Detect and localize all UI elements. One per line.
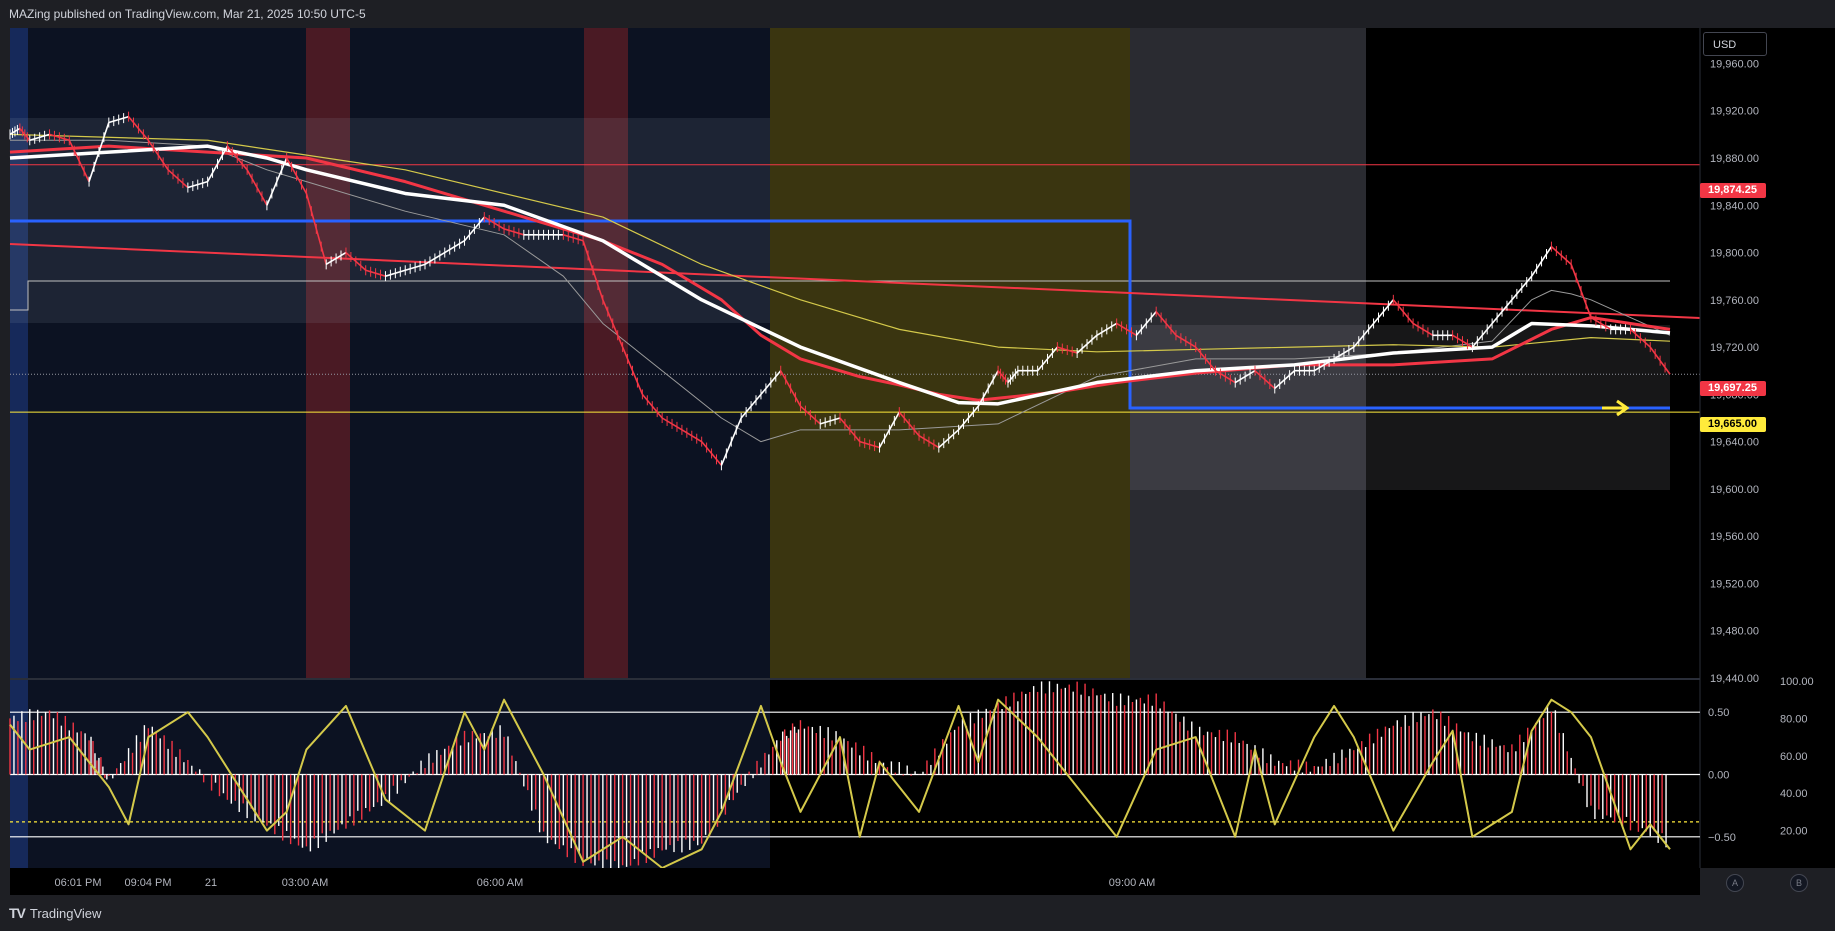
osc-right-tick-label: 60.00 — [1780, 751, 1808, 763]
red-ma-line — [9, 144, 1671, 402]
osc-signal-line — [9, 698, 1671, 869]
currency-button[interactable]: USD — [1703, 32, 1767, 56]
time-axis — [10, 868, 1700, 895]
brand-label: TradingView — [29, 906, 102, 921]
tradingview-logo[interactable]: TV TradingView — [9, 896, 101, 931]
level-price-tag: 19,874.25 — [1700, 183, 1766, 198]
osc-right-tick-label: 80.00 — [1780, 713, 1808, 725]
session-start-shade — [10, 28, 28, 868]
y-tick-label: 19,640.00 — [1710, 437, 1759, 449]
x-tick-label: 06:01 PM — [54, 877, 101, 889]
x-tick-label: 03:00 AM — [282, 877, 328, 889]
yellow-level-price-tag: 19,665.00 — [1700, 417, 1766, 432]
london-session-shade — [770, 28, 1130, 678]
osc-y-tick-label: 0.50 — [1708, 707, 1729, 719]
y-tick-label: 19,520.00 — [1710, 578, 1759, 590]
x-tick-label: 09:04 PM — [124, 877, 171, 889]
last-price-tag: 19,697.25 — [1700, 381, 1766, 396]
y-tick-label: 19,480.00 — [1710, 626, 1759, 638]
x-tick-label: 09:00 AM — [1109, 877, 1155, 889]
osc-right-tick-label: 40.00 — [1780, 788, 1808, 800]
y-tick-label: 19,600.00 — [1710, 484, 1759, 496]
osc-y-tick-label: 0.00 — [1708, 770, 1729, 782]
chart-canvas[interactable]: 19,960.00 19,920.00 19,880.00 19,840.00 19,8… — [0, 0, 1835, 896]
b-button[interactable]: B — [1790, 874, 1808, 892]
ny-open-shade — [1130, 28, 1366, 678]
y-tick-label: 19,560.00 — [1710, 531, 1759, 543]
y-tick-label: 19,720.00 — [1710, 342, 1759, 354]
blue-level-line — [10, 219, 1670, 410]
publish-header: MAZing published on TradingView.com, Mar… — [0, 0, 1835, 28]
tradingview-logo-icon: TV — [9, 905, 26, 921]
footer-bar: TV TradingView — [0, 896, 1835, 931]
osc-right-tick-label: 20.00 — [1780, 826, 1808, 838]
x-tick-label: 21 — [205, 877, 217, 889]
killzone-shade-1 — [306, 28, 350, 678]
y-tick-label: 19,760.00 — [1710, 295, 1759, 307]
auto-scale-button[interactable]: A — [1726, 874, 1744, 892]
yellow-ma-line — [9, 133, 1671, 353]
arrow-right-icon — [1602, 399, 1630, 417]
y-tick-label: 19,840.00 — [1710, 200, 1759, 212]
white-ma-line — [9, 144, 1671, 406]
y-tick-label: 19,920.00 — [1710, 106, 1759, 118]
y-tick-label: 19,880.00 — [1710, 153, 1759, 165]
killzone-shade-2 — [584, 28, 628, 678]
y-tick-label: 19,440.00 — [1710, 673, 1759, 685]
price-scale-panel — [1700, 28, 1835, 868]
y-tick-label: 19,800.00 — [1710, 248, 1759, 260]
red-trend-line — [9, 243, 1701, 319]
osc-y-tick-label: −0.50 — [1708, 832, 1736, 844]
x-tick-label: 06:00 AM — [477, 877, 523, 889]
y-tick-label: 19,960.00 — [1710, 58, 1759, 70]
osc-right-tick-label: 100.00 — [1780, 676, 1814, 688]
